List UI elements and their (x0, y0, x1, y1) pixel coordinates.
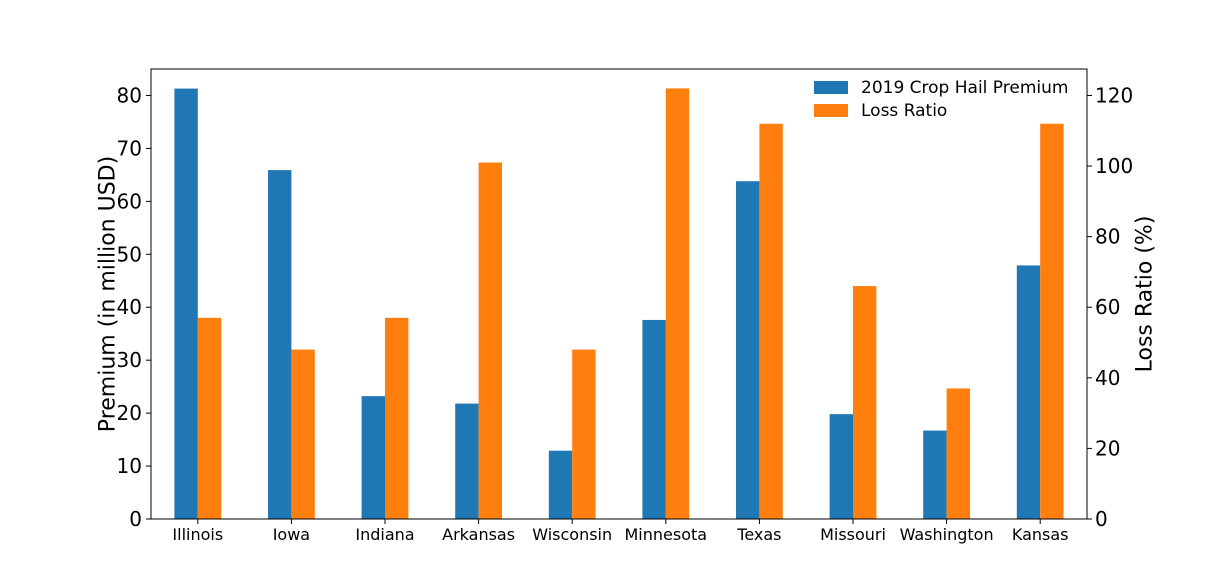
legend: 2019 Crop Hail Premium Loss Ratio (814, 78, 1068, 121)
right-y-tick-label: 40 (1095, 366, 1120, 390)
loss-ratio-bar-indiana (385, 317, 409, 519)
premium-bar-washington (923, 430, 947, 519)
premium-bar-minnesota (642, 319, 666, 519)
x-tick-label: Washington (900, 525, 994, 544)
loss-ratio-bar-arkansas (478, 162, 502, 519)
legend-swatch-premium (814, 81, 848, 94)
right-y-tick-label: 80 (1095, 225, 1120, 249)
loss-ratio-bar-illinois (197, 317, 222, 519)
loss-ratio-bar-minnesota (665, 88, 690, 519)
legend-label-loss-ratio: Loss Ratio (861, 101, 947, 121)
loss-ratio-bar-washington (946, 388, 970, 519)
legend-label-premium: 2019 Crop Hail Premium (861, 78, 1068, 98)
x-tick-label: Kansas (1012, 525, 1069, 544)
right-y-tick-label: 60 (1095, 295, 1120, 319)
left-y-tick-label: 20 (117, 401, 142, 425)
left-axis-title: Premium (in million USD) (96, 156, 121, 432)
left-y-tick-label: 80 (117, 83, 142, 107)
premium-bar-kansas (1016, 265, 1041, 519)
x-tick-label: Arkansas (442, 525, 515, 544)
premium-bar-missouri (829, 414, 853, 519)
left-y-tick-label: 50 (117, 242, 142, 266)
x-axis-ticks: Illinois Iowa Indiana Arkansas Wisconsin Minn… (172, 519, 1069, 544)
x-tick-label: Texas (736, 525, 781, 544)
left-y-tick-label: 30 (117, 348, 142, 372)
premium-bar-texas (736, 181, 760, 519)
left-y-tick-label: 10 (117, 454, 142, 478)
x-tick-label: Indiana (355, 525, 414, 544)
left-y-tick-label: 40 (117, 295, 142, 319)
premium-bar-arkansas (455, 403, 479, 519)
legend-swatch-loss-ratio (814, 104, 848, 117)
bars-group (174, 88, 1064, 520)
premium-bar-indiana (361, 396, 385, 519)
loss-ratio-bar-wisconsin (572, 349, 596, 519)
right-y-tick-label: 120 (1095, 83, 1133, 107)
x-tick-label: Illinois (172, 525, 223, 544)
left-y-tick-label: 70 (117, 136, 142, 160)
premium-bar-illinois (174, 88, 198, 520)
x-tick-label: Minnesota (625, 525, 708, 544)
right-axis-title: Loss Ratio (%) (1133, 216, 1158, 373)
loss-ratio-bar-missouri (853, 286, 877, 519)
premium-bar-wisconsin (548, 450, 573, 519)
x-tick-label: Missouri (820, 525, 886, 544)
loss-ratio-bar-iowa (291, 349, 315, 519)
plot-frame (150, 68, 1088, 520)
loss-ratio-bar-kansas (1040, 123, 1064, 520)
left-y-tick-label: 0 (129, 507, 142, 531)
left-y-axis-ticks: 0 10 20 30 40 50 60 70 80 (117, 83, 151, 531)
right-y-tick-label: 0 (1095, 507, 1108, 531)
left-y-tick-label: 60 (117, 189, 142, 213)
loss-ratio-bar-texas (759, 123, 783, 520)
x-tick-label: Wisconsin (532, 525, 612, 544)
x-tick-label: Iowa (273, 525, 310, 544)
right-y-axis-ticks: 0 20 40 60 80 100 120 (1087, 83, 1133, 531)
premium-bar-iowa (268, 170, 292, 519)
right-y-tick-label: 20 (1095, 436, 1120, 460)
right-y-tick-label: 100 (1095, 154, 1133, 178)
